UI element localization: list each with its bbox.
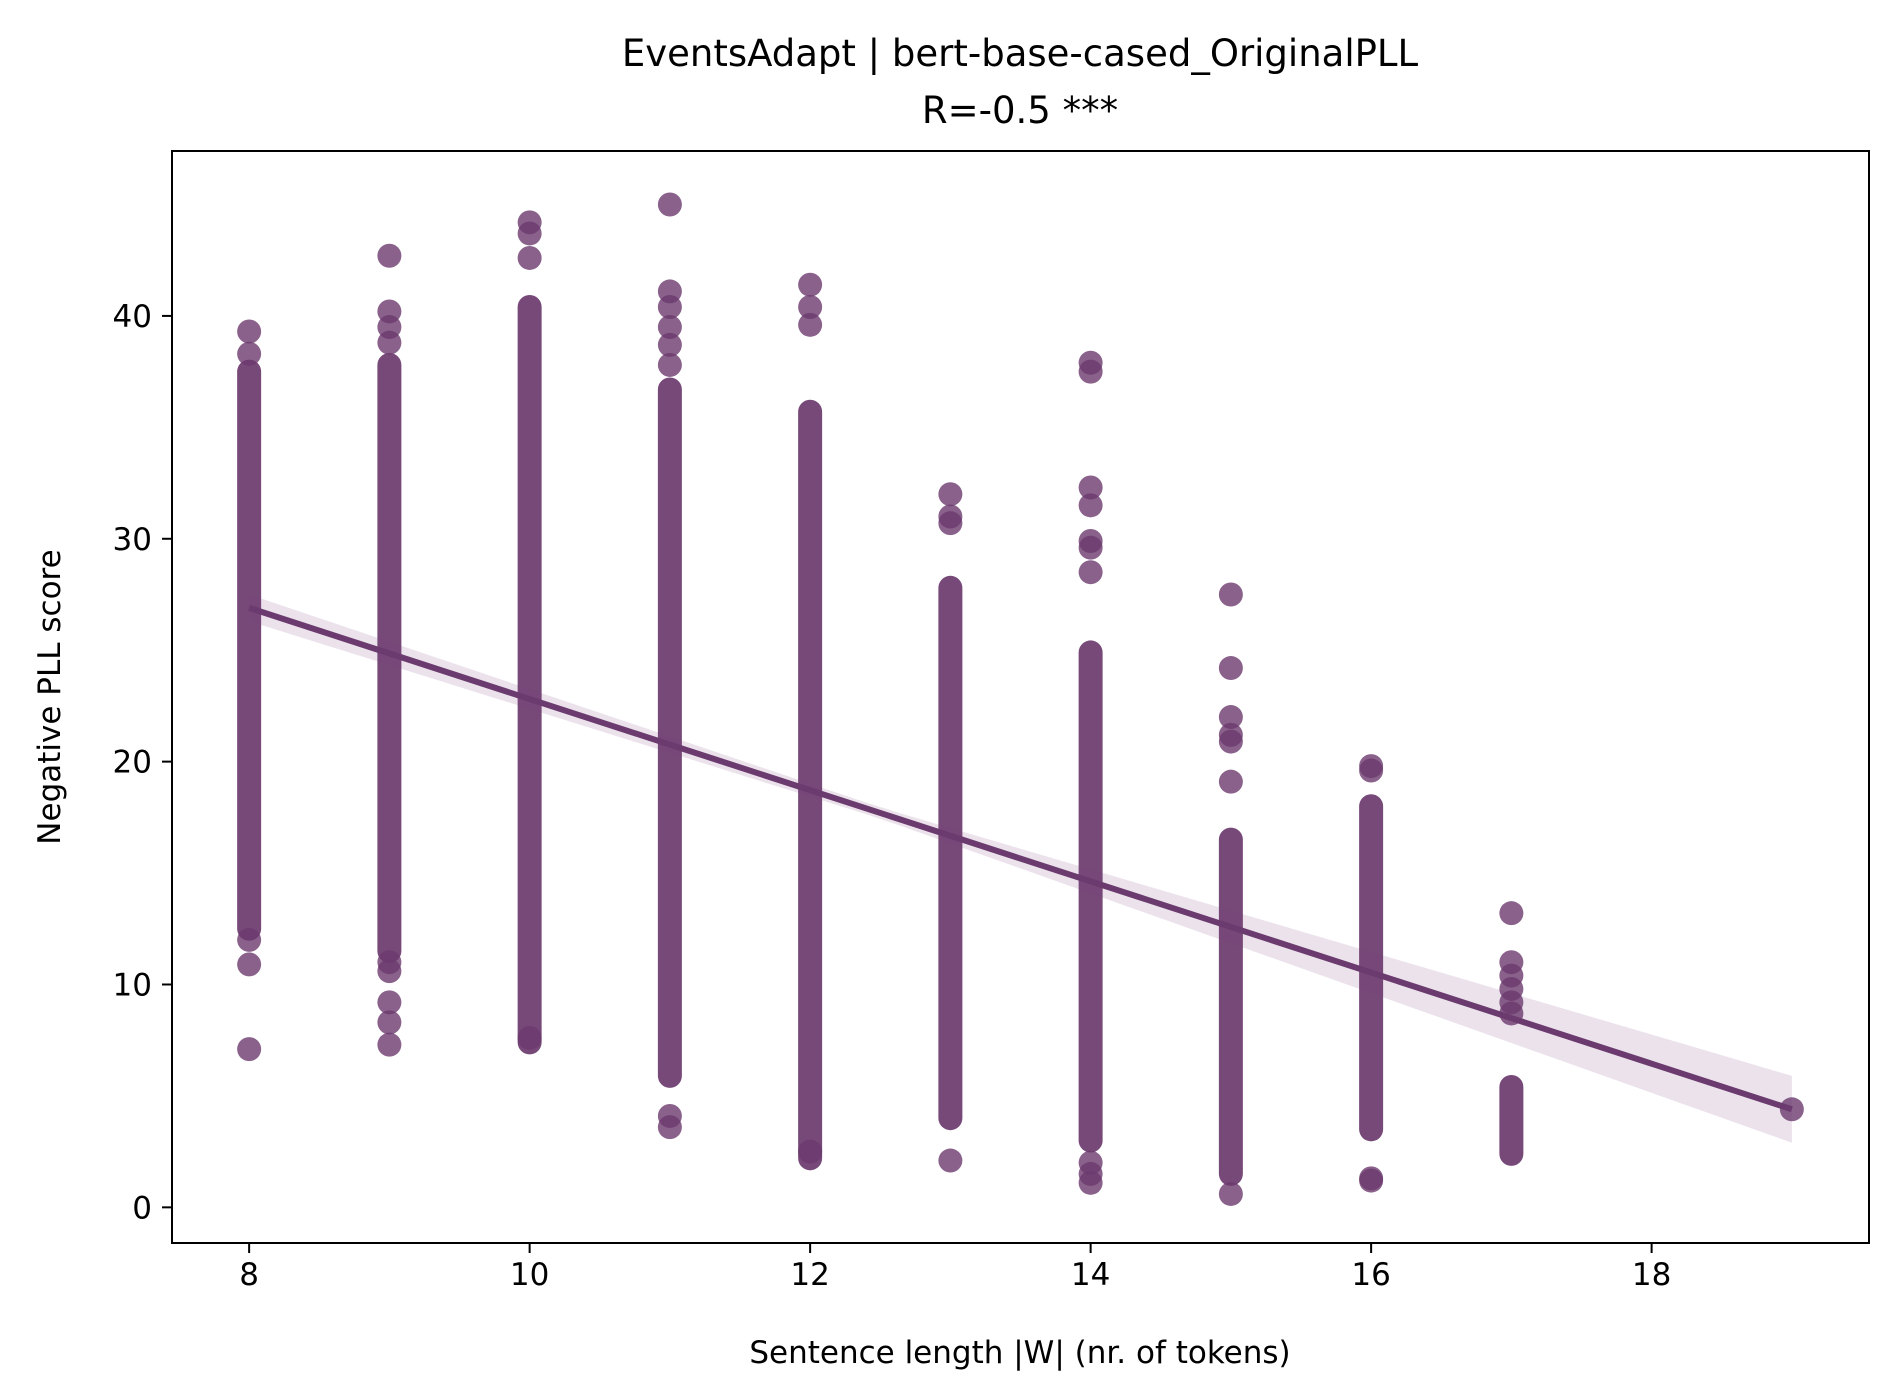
data-point [1218,705,1243,730]
y-axis-label: Negative PLL score [32,549,68,844]
data-point-cluster [377,352,402,964]
y-tick-label: 40 [113,299,152,335]
data-point [1078,475,1103,500]
y-tick-label: 0 [132,1190,152,1226]
data-point [798,312,823,337]
data-point [938,482,963,507]
data-point-cluster [1499,1075,1524,1166]
data-point [938,1148,963,1173]
data-point-cluster [1359,794,1384,1142]
y-axis-ticks: 0 10 20 30 40 [113,299,172,1226]
x-axis-label: Sentence length |W| (nr. of tokens) [749,1335,1290,1371]
data-point [938,504,963,529]
chart-subtitle: R=-0.5 *** [922,89,1118,132]
data-point [237,927,262,952]
data-point [1078,350,1103,375]
confidence-band [249,594,1792,1143]
data-point [237,952,262,977]
data-point [1218,769,1243,794]
y-tick-label: 10 [113,967,152,1003]
data-point-cluster [1078,640,1103,1153]
data-point [517,245,542,270]
data-point [1218,722,1243,747]
data-point-cluster [938,575,963,1131]
data-point-cluster [517,295,542,1055]
data-point [1499,901,1524,926]
data-point [377,1032,402,1057]
data-point-cluster [1218,827,1243,1186]
data-point [1218,582,1243,607]
data-point [1359,1166,1384,1191]
x-axis-ticks: 8 10 12 14 16 18 [239,1243,1671,1293]
data-point [657,279,682,304]
y-tick-label: 20 [113,745,152,781]
chart-title: EventsAdapt | bert-base-cased_OriginalPL… [622,32,1419,75]
x-tick-label: 16 [1351,1257,1390,1293]
data-point [237,341,262,366]
data-point [377,299,402,324]
plot-body [237,192,1804,1206]
data-point [798,1139,823,1164]
data-point [657,1103,682,1128]
data-point [1078,493,1103,518]
data-point [657,352,682,377]
data-point [657,332,682,357]
data-point-cluster [798,399,823,1171]
data-point [1499,950,1524,975]
data-point [798,272,823,297]
data-point [798,295,823,319]
data-point [1078,1150,1103,1175]
x-tick-label: 10 [510,1257,549,1293]
data-point [377,950,402,975]
data-point [517,210,542,235]
x-tick-label: 14 [1071,1257,1110,1293]
data-point [237,319,262,344]
data-point-cluster [237,359,262,941]
y-tick-label: 30 [113,522,152,558]
data-point [377,243,402,268]
x-tick-label: 18 [1632,1257,1671,1293]
data-point [657,192,682,217]
x-tick-label: 12 [790,1257,829,1293]
data-point [657,315,682,340]
data-point [1218,1181,1243,1206]
data-point [517,1025,542,1050]
data-point-cluster [657,377,682,1088]
data-point [1078,529,1103,553]
data-point [1218,656,1243,681]
x-tick-label: 8 [239,1257,259,1293]
data-point [377,1010,402,1035]
data-point [1359,754,1384,779]
data-point [1078,560,1103,585]
regression-line [248,605,1793,1113]
data-point [237,1037,262,1062]
plot-frame [171,150,1870,1244]
data-point [377,990,402,1015]
